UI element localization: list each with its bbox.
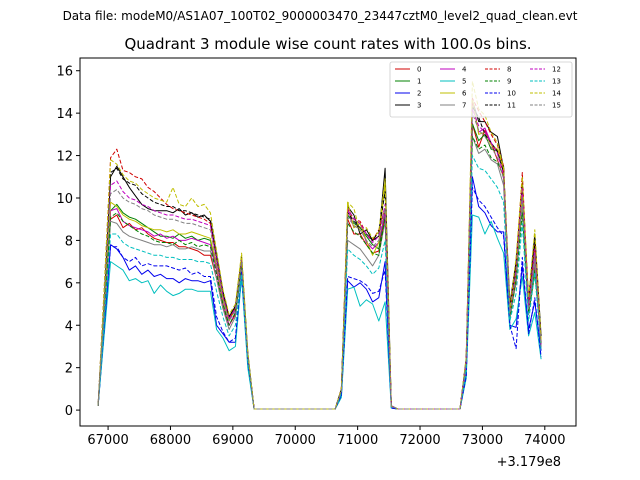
y-tick-label: 6 <box>65 277 73 292</box>
y-tick-label: 16 <box>56 65 73 80</box>
series-line-10 <box>97 186 542 410</box>
y-tick-label: 8 <box>65 234 73 249</box>
x-offset-label: +3.179e8 <box>497 455 561 470</box>
chart-suptitle: Data file: modeM0/AS1A07_100T02_90000034… <box>63 9 578 23</box>
series-line-12 <box>97 108 542 410</box>
series-line-7 <box>97 136 542 410</box>
x-tick-label: 71000 <box>337 433 378 448</box>
y-tick-label: 0 <box>65 404 73 419</box>
y-tick-label: 14 <box>56 107 73 122</box>
series-line-5 <box>97 214 542 410</box>
legend-label-14: 14 <box>552 90 561 98</box>
y-tick-label: 4 <box>65 319 73 334</box>
legend-label-6: 6 <box>462 90 467 98</box>
series-line-1 <box>97 123 542 410</box>
legend-label-15: 15 <box>552 102 561 110</box>
series-line-3 <box>97 99 542 410</box>
series-line-4 <box>97 102 542 410</box>
x-tick-label: 68000 <box>150 433 191 448</box>
axes-layer: 67000 68000 69000 70000 71000 72000 73000 74000… <box>56 65 565 448</box>
x-tick-label: 67000 <box>87 433 128 448</box>
legend-label-1: 1 <box>417 78 421 86</box>
legend-label-11: 11 <box>507 102 516 110</box>
legend-label-8: 8 <box>507 66 511 74</box>
legend-label-5: 5 <box>462 78 466 86</box>
series-line-9 <box>97 136 542 410</box>
legend-label-0: 0 <box>417 66 421 74</box>
legend-label-9: 9 <box>507 78 511 86</box>
y-tick-label: 10 <box>56 192 73 207</box>
series-line-11 <box>97 106 542 410</box>
legend-label-3: 3 <box>417 102 421 110</box>
x-tick-label: 70000 <box>275 433 316 448</box>
x-tick-label: 74000 <box>524 433 565 448</box>
legend-label-4: 4 <box>462 66 467 74</box>
y-tick-label: 2 <box>65 362 73 377</box>
chart-title: Quadrant 3 module wise count rates with … <box>124 35 531 53</box>
series-layer <box>97 80 542 410</box>
x-tick-label: 73000 <box>462 433 503 448</box>
legend-label-10: 10 <box>507 90 516 98</box>
legend-label-7: 7 <box>462 102 466 110</box>
plot-frame <box>79 57 577 427</box>
y-tick-label: 12 <box>56 150 73 165</box>
legend-label-2: 2 <box>417 90 421 98</box>
series-line-0 <box>97 123 542 410</box>
series-line-6 <box>97 97 542 410</box>
series-line-8 <box>97 97 542 410</box>
legend-label-12: 12 <box>552 66 561 74</box>
series-line-15 <box>97 112 542 410</box>
legend-box <box>389 61 573 118</box>
series-line-13 <box>97 155 542 410</box>
legend-label-13: 13 <box>552 78 561 86</box>
x-tick-label: 72000 <box>399 433 440 448</box>
series-line-2 <box>97 176 542 410</box>
x-tick-label: 69000 <box>212 433 253 448</box>
